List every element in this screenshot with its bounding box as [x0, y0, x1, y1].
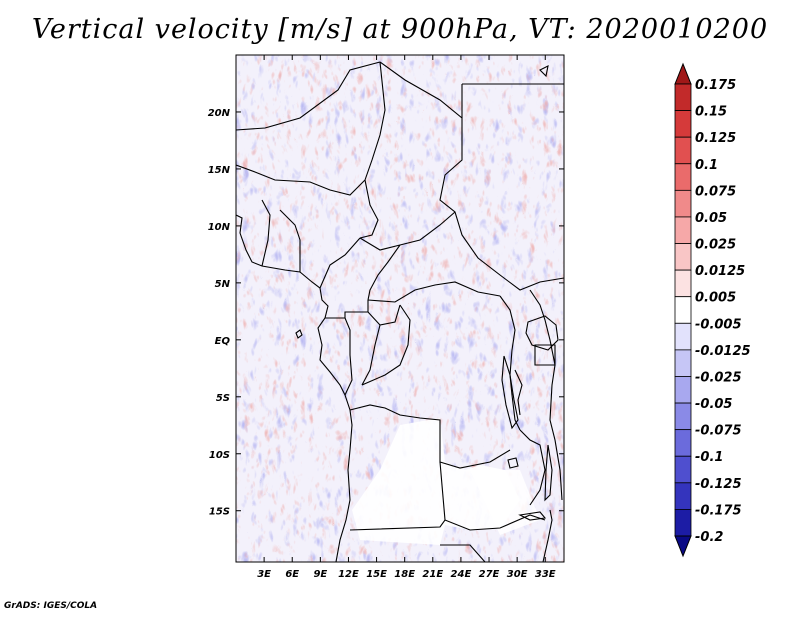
colorbar-swatch	[674, 216, 692, 244]
colorbar-swatch	[674, 62, 692, 85]
colorbar-label: -0.175	[695, 503, 742, 518]
colorbar-label: -0.1	[695, 450, 723, 465]
colorbar-label: -0.025	[695, 370, 742, 385]
lon-tick-label: 9E	[313, 569, 327, 580]
colorbar-swatch	[674, 482, 692, 510]
colorbar-label: -0.05	[695, 397, 732, 412]
colorbar-label: 0.15	[695, 105, 727, 120]
colorbar-label: -0.005	[695, 317, 742, 332]
colorbar-swatch	[674, 322, 692, 351]
lon-tick-label: 33E	[535, 569, 556, 580]
lon-tick-label: 30E	[507, 569, 528, 580]
lon-tick-label: 18E	[394, 569, 415, 580]
colorbar-swatch	[674, 402, 692, 431]
colorbar-swatch	[674, 455, 692, 484]
colorbar-label: 0.175	[695, 78, 736, 93]
colorbar-label: 0.05	[695, 211, 727, 226]
latitude-axis: 20N 15N 10N 5N EQ 5S 10S 15S	[208, 108, 564, 518]
colorbar-label: -0.0125	[695, 344, 751, 359]
colorbar-swatch	[674, 189, 692, 218]
lon-tick-label: 27E	[479, 569, 500, 580]
colorbar-swatch	[674, 243, 692, 271]
colorbar-swatch	[674, 163, 692, 191]
lon-tick-label: 15E	[366, 569, 387, 580]
lat-tick-label: 15S	[209, 507, 230, 518]
colorbar-swatch	[674, 296, 692, 324]
colorbar-swatch	[674, 83, 692, 111]
colorbar-swatch	[674, 269, 692, 298]
lon-tick-label: 6E	[285, 569, 299, 580]
lat-tick-label: 10S	[209, 450, 230, 461]
lon-tick-label: 21E	[422, 569, 443, 580]
colorbar-swatch	[674, 136, 692, 165]
colorbar-label: 0.0125	[695, 264, 745, 279]
colorbar-swatch	[674, 349, 692, 377]
lon-tick-label: 24E	[451, 569, 472, 580]
lat-tick-label: 5S	[216, 393, 230, 404]
colorbar-label: 0.1	[695, 158, 718, 173]
colorbar-swatch	[674, 509, 692, 537]
lat-tick-label: 20N	[208, 108, 231, 119]
colorbar-swatch	[674, 376, 692, 404]
colorbar-label: 0.025	[695, 238, 736, 253]
colorbar-label: 0.005	[695, 291, 736, 306]
lat-tick-label: 5N	[215, 279, 231, 290]
colorbar-swatch	[674, 110, 692, 138]
footer-credit: GrADS: IGES/COLA	[4, 601, 98, 611]
longitude-axis: 3E 6E 9E 12E 15E 18E 21E 24E 27E 30E 33E	[257, 55, 556, 580]
colorbar: 0.175 0.15 0.125 0.1 0.075 0.05 0.025 0.0125 0.0…	[674, 62, 751, 558]
colorbar-swatch	[674, 429, 692, 457]
colorbar-label: -0.2	[695, 530, 723, 545]
lat-tick-label: 15N	[208, 165, 231, 176]
coastlines-borders	[236, 61, 564, 562]
lon-tick-label: 3E	[257, 569, 271, 580]
map-frame	[235, 54, 565, 563]
colorbar-swatch	[674, 535, 692, 558]
lon-tick-label: 12E	[338, 569, 359, 580]
colorbar-label: 0.125	[695, 131, 736, 146]
lat-tick-label: 10N	[208, 222, 231, 233]
lat-tick-label: EQ	[215, 336, 231, 347]
map-title: Vertical velocity [m/s] at 900hPa, VT: 2…	[31, 14, 769, 45]
colorbar-label: -0.125	[695, 477, 742, 492]
colorbar-label: 0.075	[695, 184, 736, 199]
vertical-velocity-field	[236, 55, 564, 562]
colorbar-label: -0.075	[695, 424, 742, 439]
